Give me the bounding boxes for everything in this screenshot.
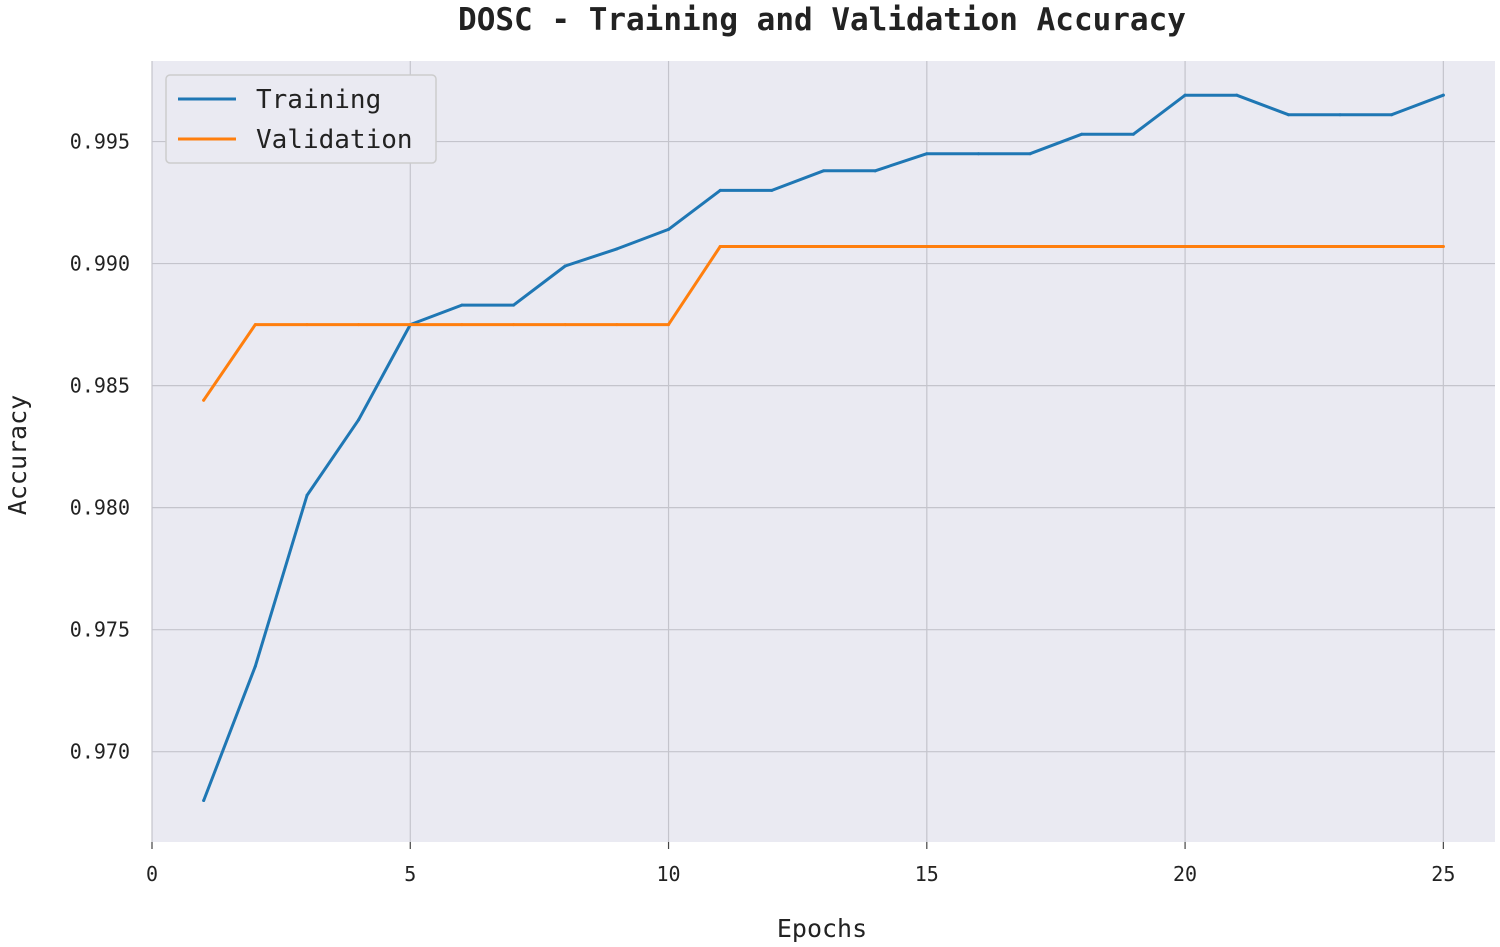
data-point-validation	[1235, 244, 1239, 248]
data-point-validation	[615, 323, 619, 327]
data-point-validation	[1028, 244, 1032, 248]
data-point-training	[667, 227, 671, 231]
data-point-validation	[976, 244, 980, 248]
data-point-validation	[1131, 244, 1135, 248]
y-tick-label: 0.975	[70, 618, 130, 642]
data-point-training	[563, 264, 567, 268]
x-tick-label: 15	[915, 862, 939, 886]
y-tick-label: 0.995	[70, 130, 130, 154]
data-point-training	[253, 664, 257, 668]
plot-area	[152, 61, 1495, 842]
data-point-training	[976, 152, 980, 156]
data-point-validation	[563, 323, 567, 327]
data-point-training	[1080, 132, 1084, 136]
data-point-validation	[408, 323, 412, 327]
axes	[151, 842, 1444, 849]
y-tick-label: 0.990	[70, 252, 130, 276]
data-point-validation	[1183, 244, 1187, 248]
legend-label-training: Training	[256, 85, 381, 115]
data-point-validation	[822, 244, 825, 248]
data-point-validation	[1338, 244, 1342, 248]
legend-box	[165, 74, 437, 164]
data-point-training	[1131, 132, 1135, 136]
data-point-validation	[925, 244, 929, 248]
data-point-training	[357, 418, 361, 422]
y-tick-label: 0.970	[70, 740, 130, 764]
legend: Training Validation	[165, 74, 437, 164]
tick-labels: 0 5 10 15 20 25 0.970 0.975 0.980 0.985 0.990 0.995	[70, 130, 1456, 886]
data-point-training	[1028, 152, 1032, 156]
x-tick-label: 5	[404, 862, 416, 886]
data-point-training	[822, 169, 825, 173]
data-point-training	[925, 152, 929, 156]
series-lines	[202, 93, 1445, 803]
data-point-validation	[718, 244, 722, 248]
y-tick-label: 0.985	[70, 374, 130, 398]
data-point-validation	[1441, 244, 1445, 248]
data-point-validation	[1080, 244, 1084, 248]
data-point-validation	[253, 323, 257, 327]
data-point-training	[1286, 113, 1290, 117]
data-point-training	[1235, 93, 1239, 97]
data-point-training	[460, 303, 464, 307]
data-point-training	[305, 493, 309, 497]
data-point-training	[873, 169, 877, 173]
data-point-training	[718, 188, 722, 192]
data-point-validation	[202, 398, 206, 402]
data-point-validation	[1286, 244, 1290, 248]
y-tick-label: 0.980	[70, 496, 130, 520]
data-point-training	[770, 188, 774, 192]
data-point-validation	[460, 323, 464, 327]
data-point-validation	[667, 323, 671, 327]
data-point-validation	[770, 244, 774, 248]
y-axis-label: Accuracy	[3, 395, 32, 515]
data-point-training	[1441, 93, 1445, 97]
legend-label-validation: Validation	[256, 125, 413, 155]
x-tick-label: 20	[1173, 862, 1197, 886]
data-point-validation	[873, 244, 877, 248]
data-point-training	[512, 303, 516, 307]
data-point-training	[202, 799, 206, 803]
data-point-validation	[512, 323, 516, 327]
data-point-training	[615, 247, 619, 251]
data-point-training	[1390, 113, 1394, 117]
x-tick-label: 10	[656, 862, 680, 886]
data-point-training	[1338, 113, 1342, 117]
x-tick-label: 25	[1431, 862, 1455, 886]
data-point-validation	[357, 323, 361, 327]
x-tick-label: 0	[146, 862, 158, 886]
data-point-validation	[305, 323, 309, 327]
data-point-training	[1183, 93, 1187, 97]
data-point-validation	[1390, 244, 1394, 248]
x-axis-label: Epochs	[777, 914, 867, 943]
chart-title: DOSC - Training and Validation Accuracy	[458, 2, 1186, 38]
